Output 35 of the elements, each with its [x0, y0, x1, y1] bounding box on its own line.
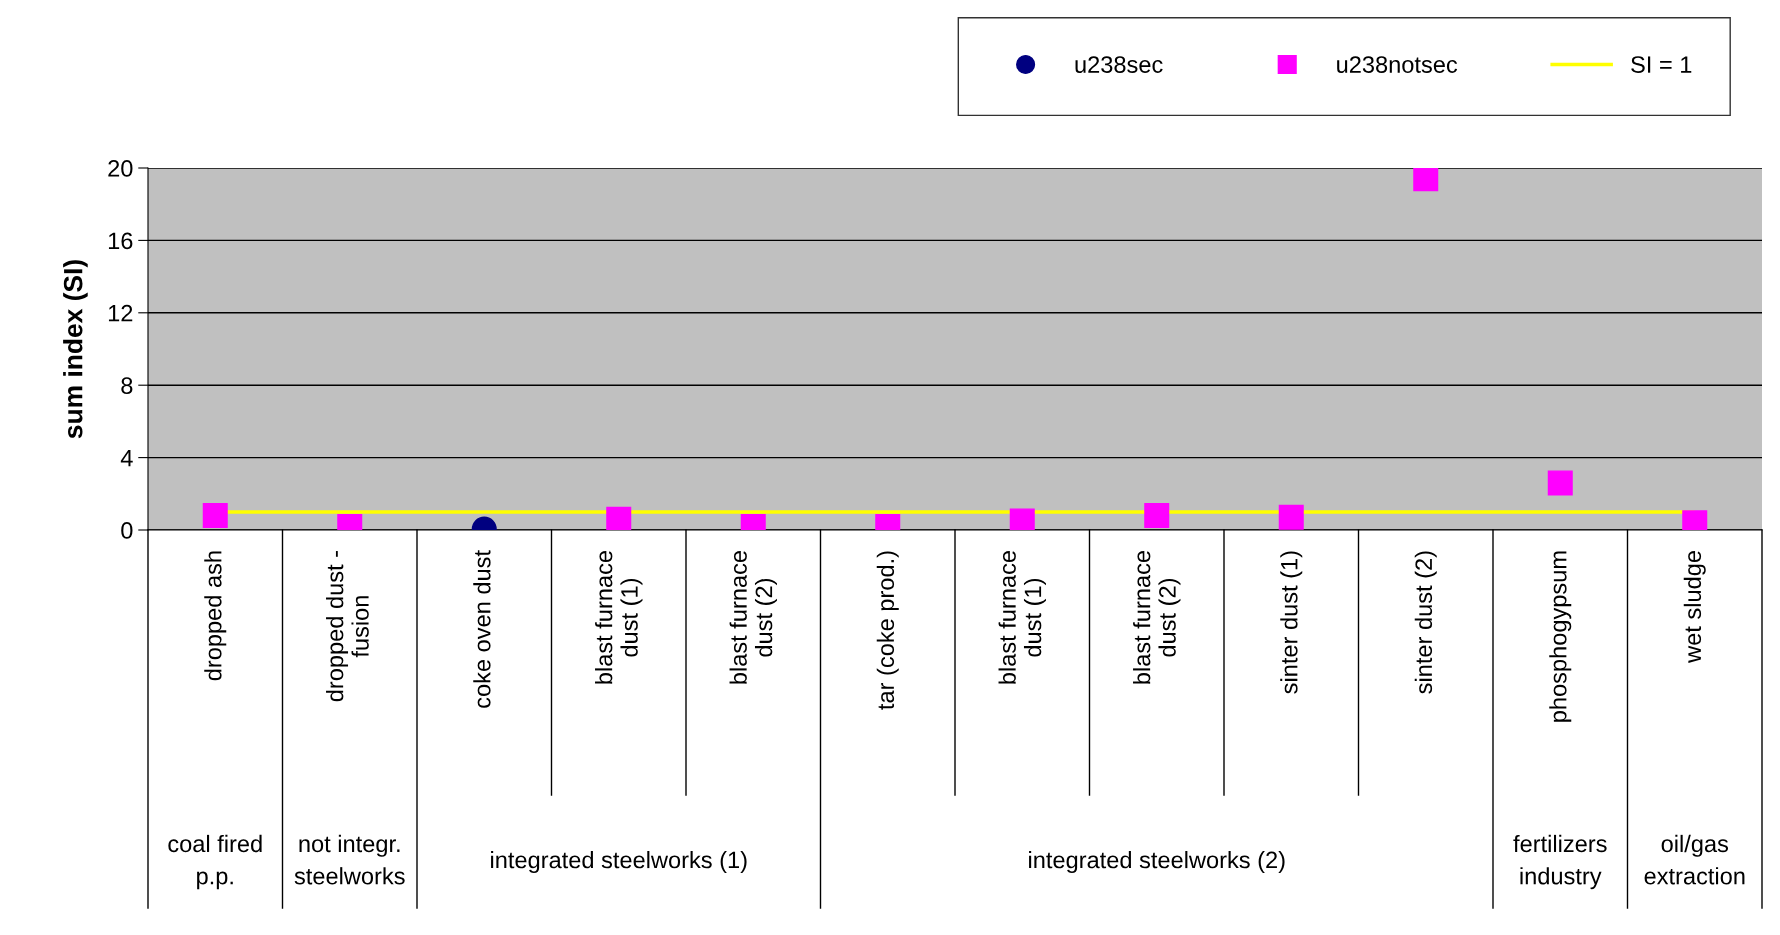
y-tick-label: 20 — [108, 160, 133, 177]
x-tick-label: blast furnace dust (2) — [1133, 551, 1181, 684]
x-tick-label: dropped ash — [204, 551, 227, 681]
x-tick-label: tar (coke prod.) — [876, 551, 899, 710]
text: oil/gas extraction — [1644, 834, 1745, 885]
y-tick-label: 12 — [108, 304, 133, 322]
legend-label: SI = 1 — [1631, 56, 1692, 73]
y-tick-label: 0 — [121, 522, 133, 539]
x-tick-label: blast furnace dust (2) — [729, 551, 777, 684]
x-tick-label: blast furnace dust (1) — [998, 551, 1046, 684]
x-tick-label: sinter dust (1) — [1280, 551, 1303, 694]
text: fertilizers industry — [1513, 834, 1607, 890]
point — [202, 503, 228, 529]
point — [1278, 504, 1304, 530]
y-axis-title: sum index (SI) — [63, 260, 88, 439]
legend-label: u238notsec — [1337, 56, 1458, 73]
point — [606, 506, 632, 530]
text: integrated steelworks (2) — [1029, 850, 1285, 874]
x-tick-label: wet sludge — [1683, 551, 1706, 663]
text: coal fired p.p. — [168, 834, 262, 890]
point — [1547, 470, 1573, 496]
point — [1413, 168, 1439, 192]
y-tick-label: 8 — [121, 377, 133, 394]
y-tick-label: 16 — [108, 232, 133, 250]
text: not integr. steelworks — [294, 834, 405, 885]
x-tick-label: blast furnace dust (1) — [595, 551, 643, 684]
y-tick-label: 4 — [120, 449, 133, 467]
point — [1144, 503, 1170, 529]
point — [1009, 508, 1035, 530]
x-tick-label: dropped dust - fusion — [326, 551, 369, 702]
text: integrated steelworks (1) — [491, 850, 747, 874]
legend-label: u238sec — [1075, 56, 1163, 73]
x-tick-label: coke oven dust — [473, 550, 491, 708]
x-tick-label: phosphogypsum — [1549, 551, 1572, 722]
x-tick-label: sinter dust (2) — [1414, 551, 1437, 694]
